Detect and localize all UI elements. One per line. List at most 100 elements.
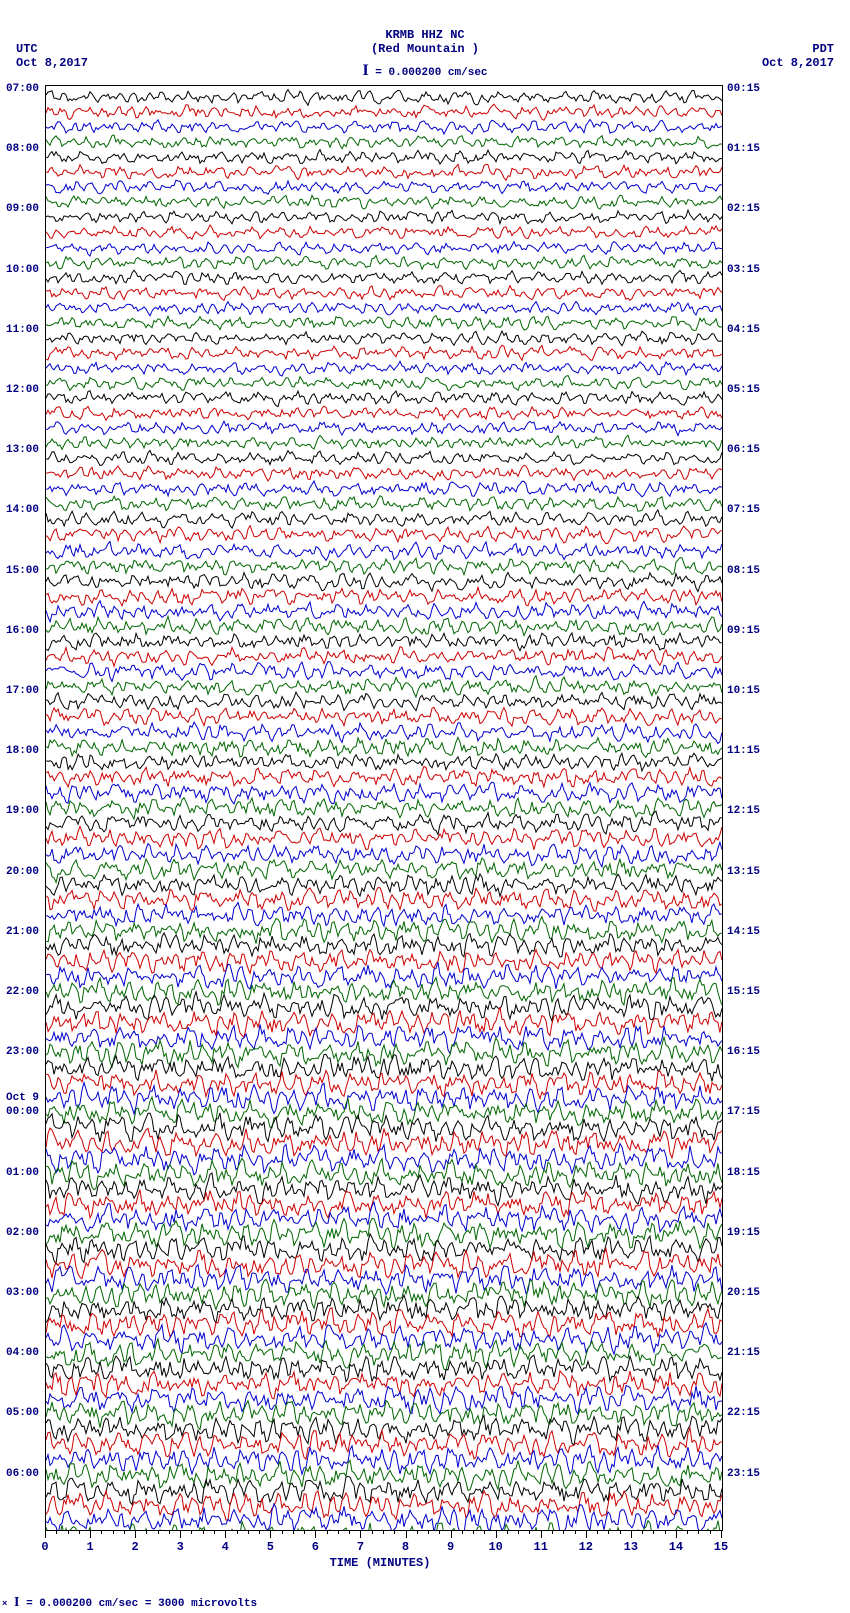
- x-tick: [225, 1530, 226, 1538]
- seismic-trace: [46, 240, 722, 256]
- x-minor-tick: [214, 1530, 215, 1534]
- x-tick-label: 6: [312, 1540, 319, 1554]
- x-tick-label: 15: [714, 1540, 728, 1554]
- y-right-label: 23:15: [727, 1468, 760, 1480]
- y-right-label: 11:15: [727, 745, 760, 757]
- y-left-label: 16:00: [6, 625, 39, 637]
- seismic-trace: [46, 420, 722, 436]
- y-left-label: 20:00: [6, 866, 39, 878]
- seismic-trace: [46, 194, 722, 210]
- y-left-label: 17:00: [6, 685, 39, 697]
- y-left-label: 13:00: [6, 444, 39, 456]
- station-code: KRMB HHZ NC: [0, 28, 850, 42]
- x-tick: [180, 1530, 181, 1538]
- x-minor-tick: [597, 1530, 598, 1534]
- x-tick-label: 5: [267, 1540, 274, 1554]
- x-minor-tick: [552, 1530, 553, 1534]
- x-minor-tick: [293, 1530, 294, 1534]
- x-tick: [721, 1530, 722, 1538]
- x-tick: [586, 1530, 587, 1538]
- x-tick-label: 7: [357, 1540, 364, 1554]
- x-minor-tick: [642, 1530, 643, 1534]
- station-location: (Red Mountain ): [0, 42, 850, 56]
- x-minor-tick: [248, 1530, 249, 1534]
- y-left-label: 11:00: [6, 324, 39, 336]
- y-left-label: 09:00: [6, 203, 39, 215]
- x-minor-tick: [563, 1530, 564, 1534]
- seismic-trace: [46, 104, 722, 120]
- x-minor-tick: [169, 1530, 170, 1534]
- x-tick: [315, 1530, 316, 1538]
- y-left-label: 18:00: [6, 745, 39, 757]
- x-tick: [541, 1530, 542, 1538]
- y-left-label: 12:00: [6, 384, 39, 396]
- x-axis: 0123456789101112131415: [45, 1530, 721, 1555]
- x-minor-tick: [529, 1530, 530, 1534]
- x-minor-tick: [394, 1530, 395, 1534]
- seismic-trace: [46, 164, 722, 180]
- x-tick: [270, 1530, 271, 1538]
- x-minor-tick: [158, 1530, 159, 1534]
- y-right-label: 16:15: [727, 1046, 760, 1058]
- y-right-label: 05:15: [727, 384, 760, 396]
- y-left-label: 19:00: [6, 805, 39, 817]
- x-minor-tick: [687, 1530, 688, 1534]
- x-minor-tick: [124, 1530, 125, 1534]
- y-right-label: 15:15: [727, 986, 760, 998]
- helicorder-plot: [45, 85, 723, 1531]
- x-minor-tick: [327, 1530, 328, 1534]
- scale-marker: I = 0.000200 cm/sec: [0, 62, 850, 80]
- x-minor-tick: [79, 1530, 80, 1534]
- seismic-trace: [46, 179, 722, 195]
- x-tick: [451, 1530, 452, 1538]
- seismic-trace: [46, 390, 722, 406]
- seismic-trace: [46, 209, 722, 225]
- seismic-trace: [46, 330, 722, 346]
- y-left-label: 06:00: [6, 1468, 39, 1480]
- y-left-label: 14:00: [6, 504, 39, 516]
- y-left-label: 15:00: [6, 565, 39, 577]
- seismic-trace: [46, 345, 722, 361]
- right-timezone: PDT: [812, 42, 834, 56]
- y-left-label: 21:00: [6, 926, 39, 938]
- seismic-trace: [46, 315, 722, 331]
- y-left-label: 03:00: [6, 1287, 39, 1299]
- x-tick: [45, 1530, 46, 1538]
- x-tick-label: 10: [488, 1540, 502, 1554]
- seismic-trace: [46, 134, 722, 150]
- x-tick: [496, 1530, 497, 1538]
- x-tick-label: 1: [86, 1540, 93, 1554]
- x-minor-tick: [338, 1530, 339, 1534]
- y-right-label: 12:15: [727, 805, 760, 817]
- x-minor-tick: [473, 1530, 474, 1534]
- y-left-label: 04:00: [6, 1347, 39, 1359]
- x-minor-tick: [304, 1530, 305, 1534]
- seismic-trace: [46, 149, 722, 165]
- x-tick: [676, 1530, 677, 1538]
- x-tick-label: 14: [669, 1540, 683, 1554]
- y-right-label: 10:15: [727, 685, 760, 697]
- seismic-trace: [46, 224, 722, 240]
- seismic-trace: [46, 300, 722, 316]
- x-minor-tick: [608, 1530, 609, 1534]
- seismic-trace: [46, 285, 722, 301]
- x-tick-label: 2: [132, 1540, 139, 1554]
- scale-text: = 0.000200 cm/sec: [369, 67, 488, 79]
- x-minor-tick: [259, 1530, 260, 1534]
- y-right-label: 00:15: [727, 83, 760, 95]
- y-right-label: 18:15: [727, 1167, 760, 1179]
- seismic-trace: [46, 89, 722, 105]
- x-tick-label: 4: [222, 1540, 229, 1554]
- y-right-label: 07:15: [727, 504, 760, 516]
- x-tick-label: 12: [579, 1540, 593, 1554]
- y-right-label: 01:15: [727, 143, 760, 155]
- x-tick-label: 11: [534, 1540, 548, 1554]
- y-right-label: 02:15: [727, 203, 760, 215]
- x-tick: [406, 1530, 407, 1538]
- footer-text: = 0.000200 cm/sec = 3000 microvolts: [19, 1598, 257, 1610]
- x-tick: [90, 1530, 91, 1538]
- y-right-label: 19:15: [727, 1227, 760, 1239]
- x-minor-tick: [620, 1530, 621, 1534]
- x-minor-tick: [191, 1530, 192, 1534]
- y-left-date-label: Oct 9: [6, 1092, 39, 1104]
